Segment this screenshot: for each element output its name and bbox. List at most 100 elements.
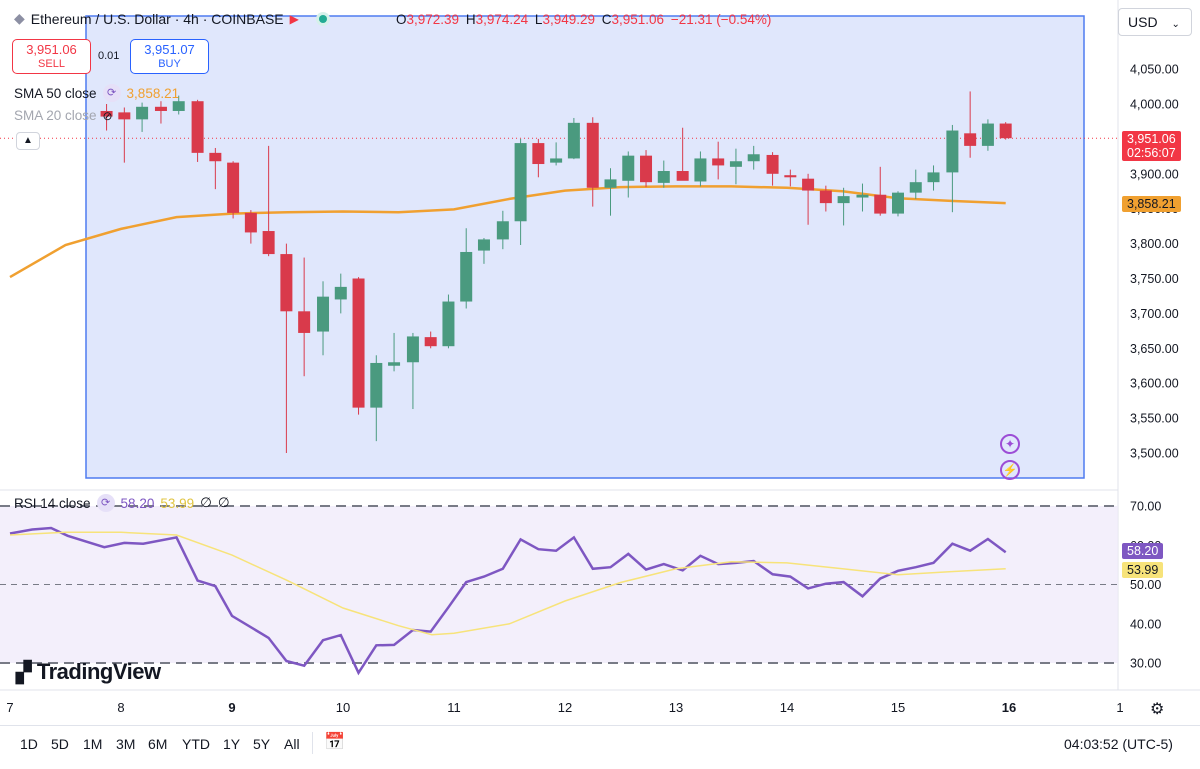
candle-body	[999, 123, 1012, 139]
candle	[460, 228, 473, 309]
tradingview-logo: ▞ TradingView	[16, 659, 161, 685]
range-6m[interactable]: 6M	[148, 736, 168, 752]
rsi-tick-label: 40.00	[1130, 617, 1161, 631]
candle	[388, 332, 401, 372]
candle	[370, 355, 383, 442]
axis-settings-icon[interactable]: ⚙	[1150, 701, 1165, 718]
candle	[172, 95, 185, 115]
candle-body	[567, 122, 580, 159]
candle-body	[874, 194, 887, 214]
sell-button[interactable]: 3,951.06 SELL	[12, 39, 91, 74]
candle-body	[981, 123, 994, 146]
time-tick-label: 14	[780, 700, 794, 715]
candle	[154, 101, 167, 124]
time-tick-label: 12	[558, 700, 572, 715]
range-1d[interactable]: 1D	[20, 736, 38, 752]
last-price: 3,951.06	[1127, 132, 1176, 146]
sma50-legend[interactable]: SMA 50 close ⟳ 3,858.21	[14, 84, 179, 102]
candle	[334, 273, 347, 314]
sell-price: 3,951.06	[26, 42, 77, 57]
candle	[280, 243, 293, 453]
candle-body	[856, 194, 869, 198]
candle	[477, 238, 490, 264]
rsi-line	[9, 526, 1007, 676]
range-5d[interactable]: 5D	[51, 736, 69, 752]
candle-body	[477, 239, 490, 251]
candle	[442, 294, 455, 349]
candle-body	[819, 190, 832, 204]
candle-body	[460, 251, 473, 302]
currency-select[interactable]: USD ⌄	[1118, 8, 1192, 36]
sma20-legend[interactable]: SMA 20 close ⊘	[14, 108, 113, 123]
hidden-eye-icon[interactable]: ⊘	[102, 108, 113, 123]
candle	[514, 138, 527, 245]
collapse-legend-button[interactable]: ▲	[16, 132, 40, 150]
candle	[550, 142, 563, 166]
range-5y[interactable]: 5Y	[253, 736, 271, 752]
candle-body	[892, 192, 904, 214]
rsi-legend[interactable]: RSI 14 close ⟳ 58.20 53.99 ∅ ∅	[14, 494, 230, 512]
candle-body	[802, 178, 815, 191]
candle	[406, 332, 419, 410]
refresh-icon[interactable]: ⟳	[102, 84, 121, 102]
toolbar-divider	[312, 732, 313, 754]
refresh-icon[interactable]: ⟳	[96, 494, 115, 512]
time-tick-label: 7	[6, 700, 13, 715]
sma50-line	[9, 185, 1006, 279]
candle-body	[227, 162, 240, 213]
symbol-title: Ethereum / U.S. Dollar · 4h · COINBASE	[30, 10, 284, 27]
candle	[927, 165, 940, 191]
candle	[604, 168, 617, 216]
sparkle-icon[interactable]: ✦	[1000, 434, 1020, 454]
candle	[802, 173, 815, 225]
lightning-icon[interactable]: ⚡	[1000, 460, 1020, 480]
candle	[567, 117, 580, 160]
bottom-toolbar: 1D 5D 1M 3M 6M YTD 1Y 5Y All 📅 04:03:52 …	[0, 725, 1200, 761]
candle-body	[784, 175, 797, 178]
buy-button[interactable]: 3,951.07 BUY	[130, 39, 209, 74]
rsi-na-2: ∅	[217, 495, 230, 510]
candle-body	[280, 254, 293, 312]
candle-body	[352, 278, 365, 408]
range-1m[interactable]: 1M	[83, 736, 103, 752]
range-1y[interactable]: 1Y	[223, 736, 241, 752]
time-tick-label: 1	[1116, 700, 1123, 715]
price-tick-label: 3,750.00	[1130, 272, 1179, 286]
range-ytd[interactable]: YTD	[182, 736, 210, 752]
candle-body	[209, 152, 222, 162]
range-all[interactable]: All	[284, 736, 300, 752]
candle	[946, 124, 959, 213]
candle-body	[100, 110, 113, 117]
candle	[819, 185, 832, 212]
candle	[100, 104, 113, 131]
price-tick-label: 3,800.00	[1130, 237, 1179, 251]
price-tick-label: 3,500.00	[1130, 447, 1179, 461]
candle-body	[909, 182, 922, 193]
flag-icon[interactable]: ▶	[289, 11, 299, 26]
candle	[874, 166, 887, 216]
calendar-icon[interactable]: 📅	[324, 732, 346, 751]
symbol-header[interactable]: ◆ Ethereum / U.S. Dollar · 4h · COINBASE…	[14, 10, 327, 27]
candle-body	[154, 106, 167, 111]
candle	[191, 99, 204, 162]
price-tick-label: 4,000.00	[1130, 98, 1179, 112]
candle-body	[298, 311, 311, 333]
price-tick-label: 3,600.00	[1130, 377, 1179, 391]
candle-body	[317, 296, 330, 332]
candle	[729, 148, 742, 185]
candle	[657, 160, 670, 188]
tradingview-mark-icon: ▞	[16, 661, 31, 684]
candle	[532, 138, 545, 178]
candle-body	[946, 130, 959, 173]
candle-body	[837, 196, 850, 204]
candle-body	[964, 133, 977, 146]
candle	[209, 147, 222, 190]
candle-body	[550, 158, 563, 163]
candle-body	[657, 171, 670, 183]
candle-body	[676, 171, 689, 181]
time-tick-label: 10	[336, 700, 350, 715]
range-3m[interactable]: 3M	[116, 736, 136, 752]
selection-rectangle[interactable]	[85, 15, 1085, 479]
candle-body	[622, 155, 635, 181]
